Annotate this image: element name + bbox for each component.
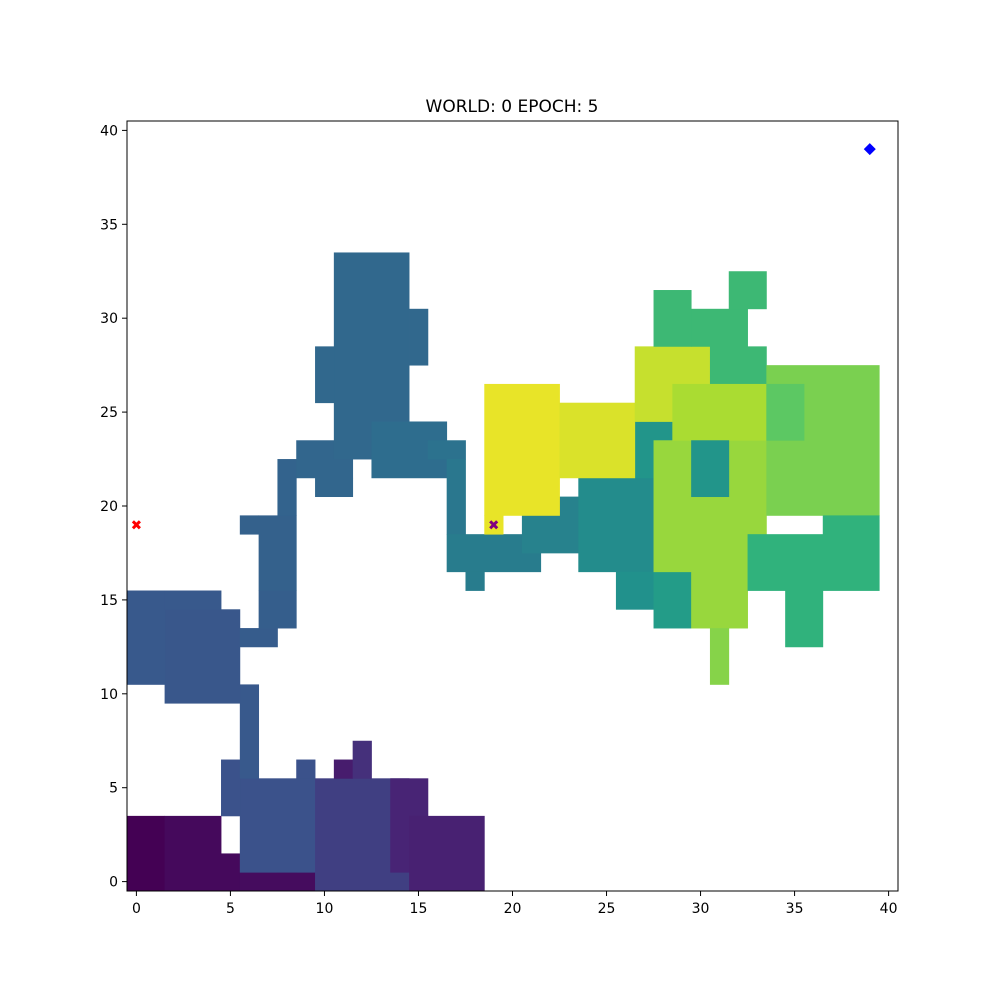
heatmap-cell-block-52 — [766, 383, 805, 441]
heatmap-cell-block-0 — [127, 815, 166, 892]
heatmap-cell-block-54 — [785, 590, 824, 648]
heatmap-cell-block-10 — [352, 740, 372, 779]
markers — [131, 143, 876, 530]
x-tick-label-15: 15 — [410, 901, 428, 917]
heatmap-cell-block-7 — [296, 759, 316, 779]
x-tick-label-0: 0 — [132, 901, 141, 917]
heatmap-cell-block-29 — [446, 459, 466, 535]
x-marker-1 — [489, 520, 499, 530]
heatmap-cell-block-42 — [653, 290, 692, 347]
heatmap-cell-block-50 — [691, 440, 730, 498]
x-tick-label-40: 40 — [880, 901, 898, 917]
y-tick-label-0: 0 — [109, 875, 118, 891]
heatmap-cell-block-53 — [747, 534, 824, 591]
y-tick-label-35: 35 — [100, 217, 118, 233]
diamond-marker-2 — [863, 143, 876, 156]
heatmap-cell-block-15 — [127, 590, 166, 685]
heatmap-cell-block-37 — [484, 383, 560, 516]
heatmap-cell-block-21 — [277, 459, 297, 516]
heatmap-cell-block-18 — [258, 590, 297, 629]
y-tick-label-30: 30 — [100, 311, 118, 327]
chart-title: WORLD: 0 EPOCH: 5 — [426, 97, 599, 117]
heatmap-cell-block-12 — [409, 815, 485, 892]
y-axis: 0 5 10 15 20 25 30 35 40 — [100, 123, 127, 891]
heatmap-cell-block-33 — [578, 477, 654, 573]
heatmap-cell-block-48 — [691, 571, 748, 629]
heatmap-cell-block-19 — [258, 515, 297, 591]
y-tick-label-15: 15 — [100, 593, 118, 609]
heatmap-cell-block-20 — [239, 515, 260, 535]
heatmap-cell-block-23 — [315, 477, 354, 498]
y-tick-label-20: 20 — [100, 499, 118, 515]
heatmap-cell-block-13 — [239, 684, 260, 779]
heatmap-cell-block-49 — [709, 628, 730, 685]
heatmap-cell-block-3 — [239, 872, 316, 892]
heatmap-cell-block-25 — [315, 346, 335, 404]
heatmap-cell-block-2 — [221, 853, 241, 892]
x-tick-label-5: 5 — [226, 901, 235, 917]
heatmap-cell-block-16 — [164, 590, 222, 610]
x-tick-label-30: 30 — [692, 901, 710, 917]
heatmap-cell-block-6 — [221, 759, 241, 817]
x-tick-label-35: 35 — [786, 901, 804, 917]
x-tick-label-10: 10 — [316, 901, 334, 917]
heatmap-cell-block-14 — [164, 609, 241, 704]
y-tick-label-5: 5 — [109, 781, 118, 797]
y-tick-label-25: 25 — [100, 405, 118, 421]
heatmap-cell-block-45 — [728, 271, 767, 310]
x-tick-label-20: 20 — [504, 901, 522, 917]
heatmap-cell-block-31 — [465, 571, 485, 591]
y-tick-label-40: 40 — [100, 123, 118, 139]
heatmap-cell-block-28 — [427, 440, 466, 460]
heatmap-cell-block-5 — [239, 778, 316, 873]
heatmap-cell-block-34 — [615, 571, 654, 610]
heatmap-cell-block-36 — [653, 571, 692, 629]
x-tick-label-25: 25 — [598, 901, 616, 917]
heatmap-cell-block-1 — [164, 815, 222, 892]
heatmap-cell-block-55 — [822, 515, 880, 591]
y-tick-label-10: 10 — [100, 687, 118, 703]
x-axis: 0 5 10 15 20 25 30 35 40 — [132, 891, 898, 917]
heatmap-cell-block-47 — [672, 383, 767, 441]
heatmap-cell-block-17 — [239, 628, 278, 648]
heatmap-cell-block-26 — [409, 308, 429, 366]
heatmap-cell-block-38 — [559, 402, 636, 479]
heatmap-cells — [127, 252, 880, 892]
heatmap-cell-block-43 — [691, 308, 748, 347]
x-marker-0 — [131, 520, 141, 530]
heatmap-cell-block-9 — [333, 759, 354, 779]
